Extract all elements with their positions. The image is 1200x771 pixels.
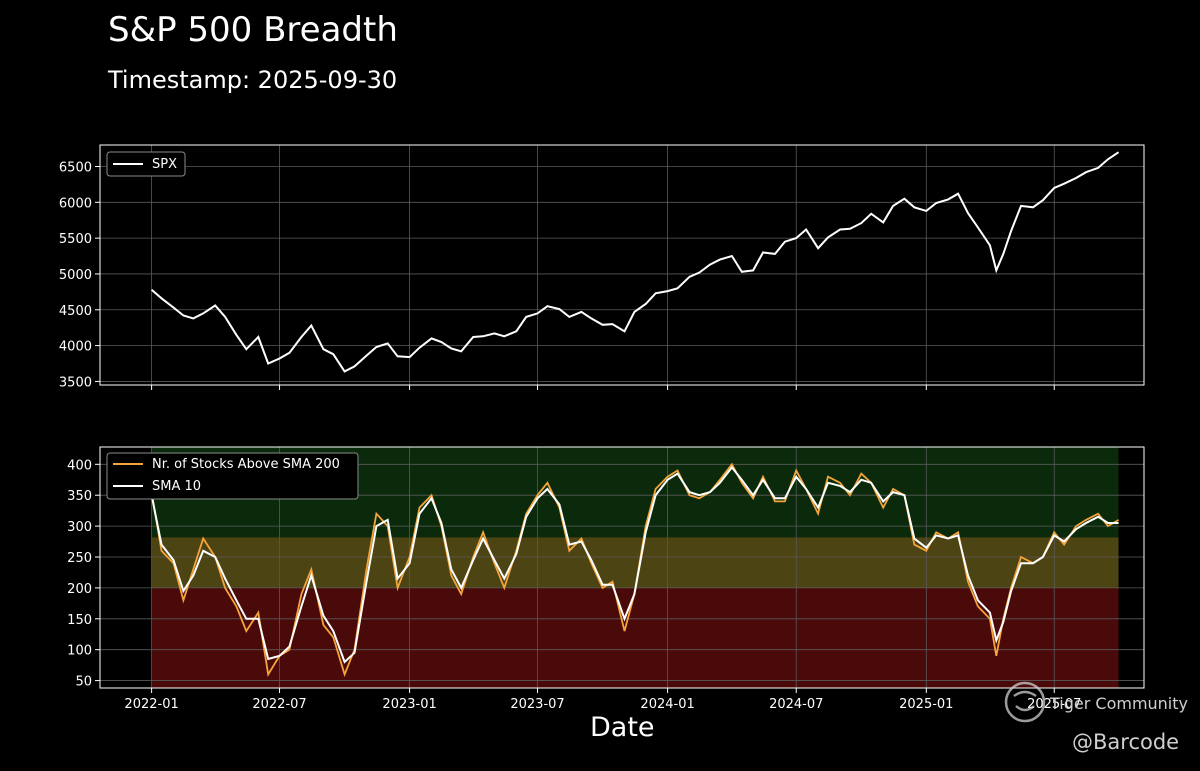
legend-sma-label: SMA 10 xyxy=(152,479,201,494)
spx-ytick-label: 4500 xyxy=(59,304,92,319)
spx-legend: SPX xyxy=(106,151,186,177)
x-axis-label: Date xyxy=(590,712,655,743)
spx-ytick-label: 6500 xyxy=(59,160,92,175)
spx-frame xyxy=(99,144,1145,386)
x-tick-label: 2023-01 xyxy=(382,697,436,712)
watermark-handle: @Barcode xyxy=(1072,730,1180,754)
breadth-ytick-label: 50 xyxy=(75,675,92,690)
breadth-ytick-label: 300 xyxy=(67,520,92,535)
watermark-community: Tiger Community xyxy=(1050,694,1188,713)
x-tick-label: 2022-07 xyxy=(252,697,306,712)
spx-ytick-label: 5000 xyxy=(59,268,92,283)
breadth-ytick-label: 100 xyxy=(67,644,92,659)
zone-mid xyxy=(151,537,1119,588)
x-tick-label: 2023-07 xyxy=(510,697,564,712)
legend-spx-label: SPX xyxy=(152,157,177,172)
spx-ytick-label: 5500 xyxy=(59,232,92,247)
breadth-ytick-label: 400 xyxy=(67,458,92,473)
x-tick-label: 2024-07 xyxy=(769,697,823,712)
chart-title: S&P 500 Breadth xyxy=(108,10,398,50)
spx-line xyxy=(150,151,1120,373)
x-tick-label: 2025-01 xyxy=(899,697,953,712)
breadth-ytick-label: 350 xyxy=(67,489,92,504)
x-tick-label: 2025-07 xyxy=(1027,697,1081,712)
breadth-ytick-label: 150 xyxy=(67,613,92,628)
breadth-frame xyxy=(99,446,1145,689)
breadth-ytick-label: 200 xyxy=(67,582,92,597)
spx-panel: 3500 4000 4500 5000 5500 6000 6500 SPX xyxy=(59,144,1145,390)
spx-y-ticks: 3500 4000 4500 5000 5500 6000 6500 xyxy=(59,160,100,390)
breadth-legend: Nr. of Stocks Above SMA 200 SMA 10 xyxy=(106,452,359,500)
chart-subtitle: Timestamp: 2025-09-30 xyxy=(108,66,398,94)
spx-ytick-label: 3500 xyxy=(59,375,92,390)
breadth-x-ticks: 2022-01 2022-07 2023-01 2023-07 2024-01 2024-… xyxy=(124,688,1081,712)
sma10-line xyxy=(150,465,1119,664)
spx-ytick-label: 6000 xyxy=(59,196,92,211)
breadth-y-ticks: 50 100 150 200 250 300 350 400 xyxy=(67,458,100,690)
spx-ytick-label: 4000 xyxy=(59,340,92,355)
spx-x-ticks xyxy=(151,385,1055,390)
zone-low xyxy=(151,587,1119,688)
x-tick-label: 2022-01 xyxy=(124,697,178,712)
legend-breadth-label: Nr. of Stocks Above SMA 200 xyxy=(152,457,340,472)
x-tick-label: 2024-01 xyxy=(640,697,694,712)
breadth-ytick-label: 250 xyxy=(67,551,92,566)
spx-grid xyxy=(100,145,1144,385)
tiger-logo-icon xyxy=(1004,681,1046,723)
